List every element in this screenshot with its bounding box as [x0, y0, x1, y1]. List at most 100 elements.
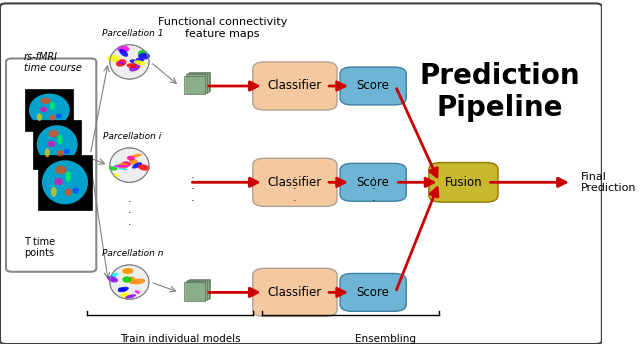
Ellipse shape	[45, 148, 50, 157]
Ellipse shape	[55, 165, 67, 174]
Text: Functional connectivity
feature maps: Functional connectivity feature maps	[158, 17, 287, 39]
FancyBboxPatch shape	[340, 163, 406, 201]
Ellipse shape	[41, 98, 51, 104]
Ellipse shape	[119, 49, 128, 57]
Text: Train individual models: Train individual models	[120, 334, 241, 344]
Ellipse shape	[132, 154, 142, 157]
Ellipse shape	[114, 165, 129, 167]
Text: Final
Prediction: Final Prediction	[580, 172, 636, 193]
FancyBboxPatch shape	[188, 280, 209, 299]
FancyBboxPatch shape	[189, 279, 211, 298]
Ellipse shape	[127, 156, 135, 161]
Ellipse shape	[134, 290, 140, 294]
Ellipse shape	[72, 187, 79, 193]
Ellipse shape	[57, 150, 64, 156]
FancyBboxPatch shape	[340, 67, 406, 105]
Ellipse shape	[122, 276, 131, 283]
Ellipse shape	[36, 125, 77, 164]
FancyBboxPatch shape	[184, 282, 205, 301]
Ellipse shape	[118, 61, 124, 64]
Ellipse shape	[116, 59, 126, 67]
Ellipse shape	[118, 287, 129, 292]
Ellipse shape	[128, 276, 136, 284]
FancyBboxPatch shape	[25, 89, 74, 131]
Ellipse shape	[138, 164, 150, 171]
Ellipse shape	[120, 292, 129, 298]
Ellipse shape	[118, 163, 129, 169]
Ellipse shape	[47, 141, 56, 147]
Ellipse shape	[138, 50, 148, 56]
Ellipse shape	[65, 189, 72, 196]
FancyBboxPatch shape	[340, 273, 406, 311]
Ellipse shape	[109, 166, 117, 171]
FancyBboxPatch shape	[38, 155, 92, 210]
Ellipse shape	[134, 60, 145, 65]
Ellipse shape	[113, 173, 119, 177]
Ellipse shape	[136, 58, 144, 62]
Ellipse shape	[58, 135, 63, 144]
Text: ·
·
·: · · ·	[371, 173, 375, 206]
Ellipse shape	[110, 148, 149, 182]
Ellipse shape	[110, 45, 149, 79]
Ellipse shape	[118, 288, 127, 291]
Ellipse shape	[129, 64, 140, 72]
Text: Score: Score	[356, 286, 390, 299]
Text: Parcellation 1: Parcellation 1	[102, 29, 163, 38]
FancyBboxPatch shape	[189, 72, 211, 91]
Ellipse shape	[108, 276, 118, 283]
Text: ·
·
·: · · ·	[293, 173, 297, 206]
Ellipse shape	[40, 107, 47, 112]
FancyBboxPatch shape	[186, 281, 207, 300]
Ellipse shape	[50, 102, 55, 110]
Ellipse shape	[36, 113, 42, 121]
Ellipse shape	[110, 265, 149, 299]
FancyBboxPatch shape	[33, 120, 81, 169]
Ellipse shape	[122, 268, 134, 274]
Text: Prediction
Pipeline: Prediction Pipeline	[419, 62, 580, 122]
FancyBboxPatch shape	[184, 75, 205, 94]
Ellipse shape	[120, 164, 129, 168]
Text: Score: Score	[356, 80, 390, 92]
Text: ·
·
·: · · ·	[191, 173, 195, 206]
Ellipse shape	[138, 53, 150, 60]
Ellipse shape	[130, 59, 140, 64]
Text: Ensembling: Ensembling	[355, 334, 416, 344]
Ellipse shape	[64, 148, 70, 154]
Text: T time
points: T time points	[24, 237, 55, 258]
Ellipse shape	[49, 115, 56, 120]
Ellipse shape	[129, 159, 138, 165]
Ellipse shape	[42, 160, 88, 204]
Ellipse shape	[29, 93, 70, 127]
Text: Parcellation n: Parcellation n	[102, 249, 163, 258]
FancyBboxPatch shape	[253, 158, 337, 207]
Ellipse shape	[117, 45, 129, 53]
Ellipse shape	[107, 55, 120, 62]
Text: Parcellation i: Parcellation i	[103, 132, 161, 141]
Text: Classifier: Classifier	[268, 176, 322, 189]
Ellipse shape	[132, 162, 142, 169]
Ellipse shape	[115, 164, 127, 170]
Ellipse shape	[54, 178, 63, 185]
FancyBboxPatch shape	[0, 3, 602, 344]
Text: rs-fMRI
time course: rs-fMRI time course	[24, 52, 82, 73]
FancyBboxPatch shape	[429, 163, 498, 202]
Ellipse shape	[49, 130, 59, 137]
Ellipse shape	[122, 161, 131, 167]
Text: Classifier: Classifier	[268, 286, 322, 299]
Ellipse shape	[122, 269, 132, 274]
Ellipse shape	[56, 113, 62, 118]
Ellipse shape	[125, 294, 136, 299]
FancyBboxPatch shape	[6, 58, 96, 272]
FancyBboxPatch shape	[188, 73, 209, 92]
FancyBboxPatch shape	[253, 268, 337, 317]
Text: ·
·
·: · · ·	[127, 197, 131, 230]
Ellipse shape	[132, 279, 145, 284]
Ellipse shape	[51, 186, 57, 197]
FancyBboxPatch shape	[253, 62, 337, 110]
Ellipse shape	[127, 63, 137, 68]
Text: Classifier: Classifier	[268, 80, 322, 92]
Text: Fusion: Fusion	[445, 176, 483, 189]
Text: Score: Score	[356, 176, 390, 189]
Ellipse shape	[65, 171, 71, 182]
Ellipse shape	[110, 273, 118, 278]
